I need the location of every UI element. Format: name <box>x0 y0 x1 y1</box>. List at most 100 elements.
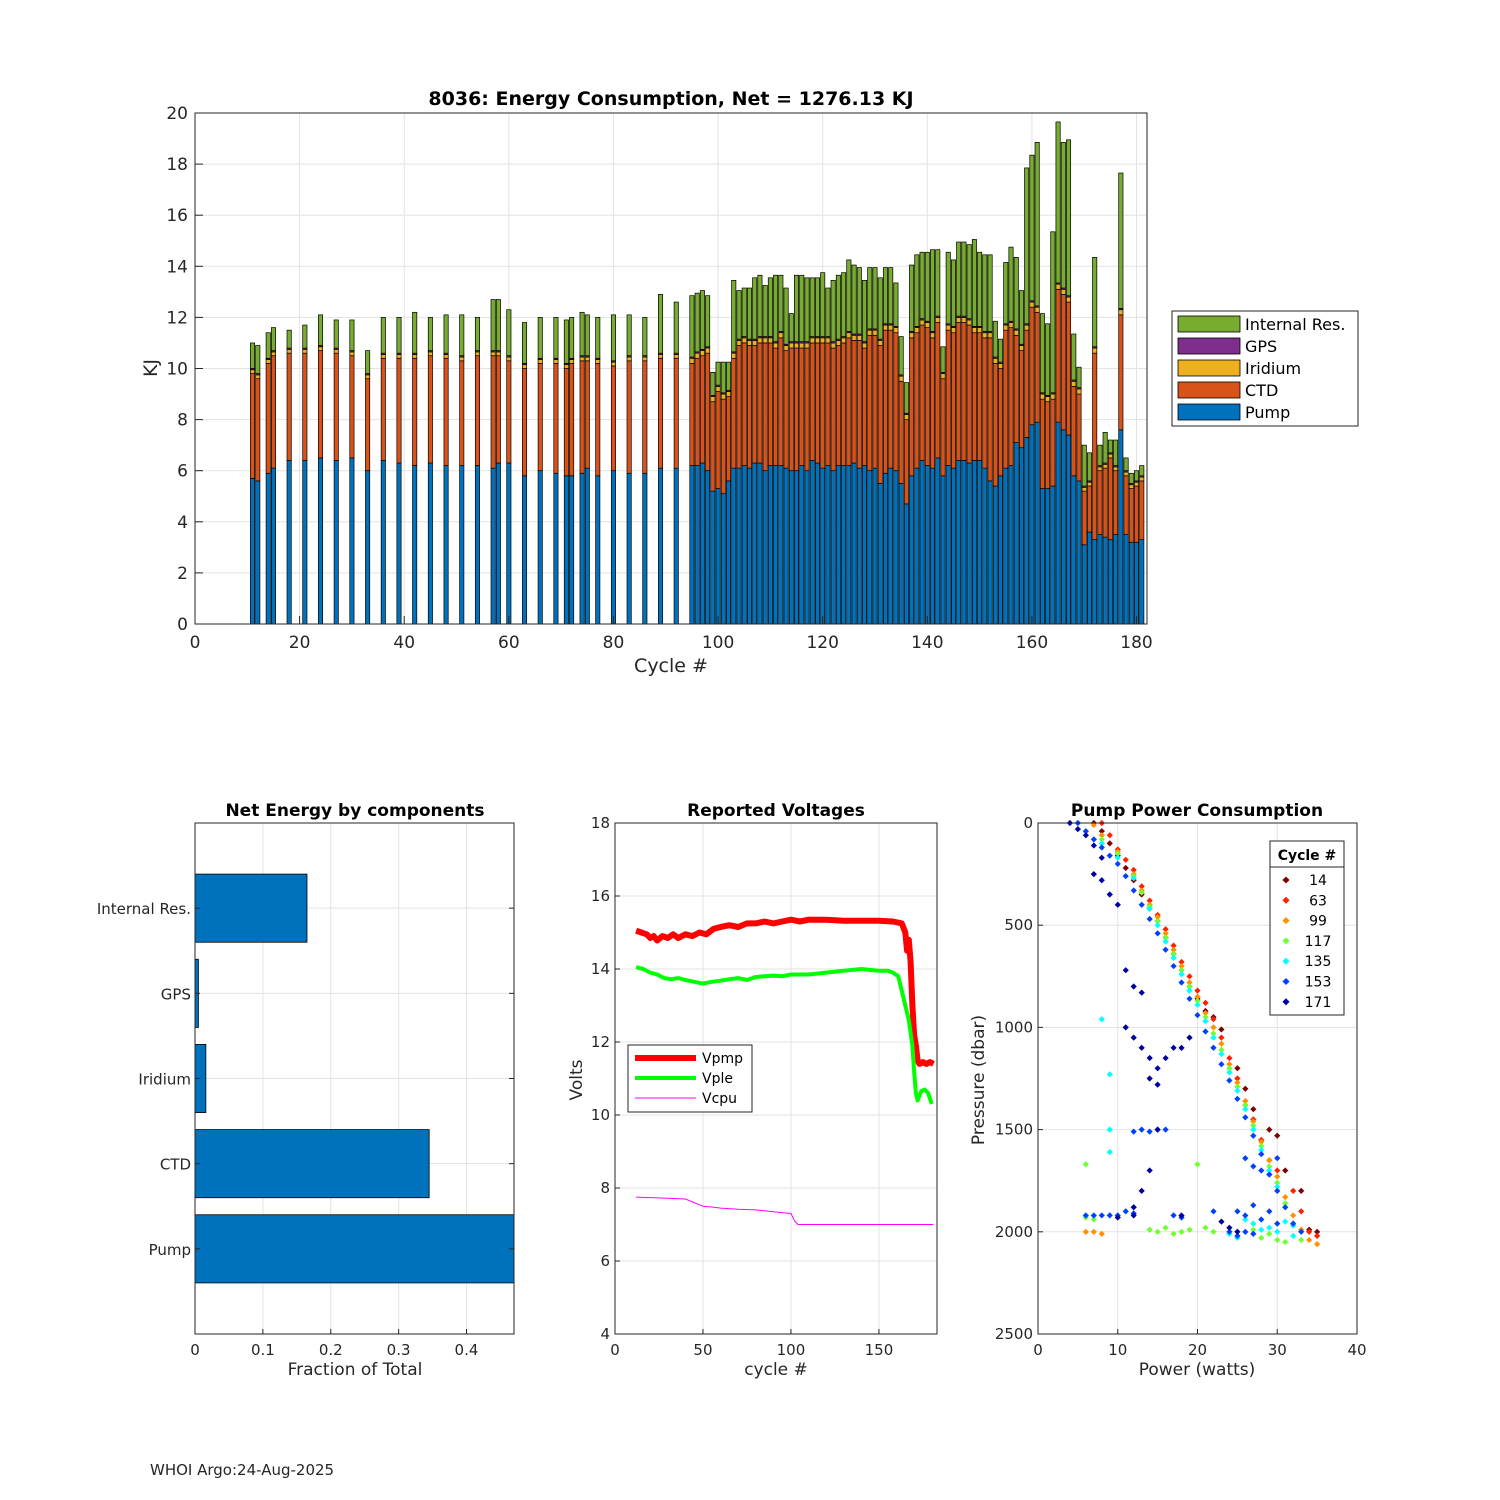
pump-power-point-cycle-99 <box>1170 946 1177 953</box>
energy-bar-pump <box>715 488 721 625</box>
energy-bar-ctd <box>825 342 831 466</box>
energy-bar-internal-res <box>1128 472 1134 484</box>
energy-bar-pump <box>830 470 836 625</box>
energy-bar-pump <box>982 467 988 625</box>
energy-bar-ctd <box>553 363 559 474</box>
energy-bar-pump <box>903 503 909 625</box>
pump-power-point-cycle-171 <box>1122 1024 1129 1031</box>
energy-ytick-label: 6 <box>177 462 188 482</box>
pump-power-point-cycle-171 <box>1122 967 1129 974</box>
energy-bar-ctd <box>909 337 915 477</box>
energy-bar-pump <box>689 465 695 625</box>
energy-bar-iridium <box>856 334 862 341</box>
pump-power-chart: 0 10 20 30 40 0 500 1000 1500 2000 2500 Pump Powe… <box>969 801 1367 1380</box>
energy-bar-iridium <box>579 356 585 362</box>
energy-bar-iridium <box>1081 486 1087 492</box>
pump-power-point-cycle-117 <box>1234 1083 1241 1090</box>
energy-bar-pump <box>250 478 256 625</box>
pump-power-point-cycle-135 <box>1282 1218 1289 1225</box>
pump-power-ytick-label: 2000 <box>995 1223 1033 1241</box>
energy-bar-pump <box>804 470 810 625</box>
energy-bar-pump <box>720 493 726 625</box>
pump-power-point-cycle-14 <box>1106 840 1113 847</box>
energy-bar-iridium <box>1134 481 1140 487</box>
energy-bar-internal-res <box>1050 231 1056 394</box>
voltages-ytick-label: 12 <box>591 1033 610 1051</box>
energy-bar-pump <box>658 467 664 625</box>
energy-bar-internal-res <box>726 361 732 391</box>
legend-label-internal-res: Internal Res. <box>1245 315 1345 334</box>
pump-power-legend-label: 63 <box>1309 893 1327 909</box>
energy-bar-ctd <box>349 355 355 459</box>
energy-bar-ctd <box>992 363 998 487</box>
energy-ytick-label: 10 <box>166 360 188 380</box>
pump-power-point-cycle-171 <box>1090 871 1097 878</box>
energy-bar-ctd <box>998 368 1004 477</box>
pump-power-point-cycle-153 <box>1226 1077 1233 1084</box>
energy-bar-iridium <box>1024 324 1030 331</box>
energy-bar-internal-res <box>506 309 512 357</box>
pump-power-point-cycle-153 <box>1098 1212 1105 1219</box>
energy-xtick-label: 180 <box>1120 633 1152 653</box>
energy-bar-pump <box>888 467 894 625</box>
energy-bar-iridium <box>950 327 956 334</box>
energy-bar-ctd <box>1039 398 1045 489</box>
energy-bar-pump <box>1055 421 1061 625</box>
energy-bar-iridium <box>705 347 711 354</box>
pump-power-xtick-label: 40 <box>1347 1341 1366 1359</box>
energy-bar-iridium <box>752 340 758 346</box>
energy-bar-iridium <box>1118 309 1124 316</box>
legend-swatch-pump <box>1177 403 1241 421</box>
energy-bar-internal-res <box>935 249 941 317</box>
energy-bar-iridium <box>427 351 433 357</box>
energy-bar-pump <box>1071 475 1077 625</box>
pump-power-legend-title: Cycle # <box>1278 848 1337 864</box>
voltages-ytick-label: 8 <box>600 1179 610 1197</box>
energy-bar-pump <box>835 465 841 625</box>
energy-bar-internal-res <box>783 287 789 345</box>
energy-bar-iridium <box>710 396 716 403</box>
energy-bar-internal-res <box>705 295 711 348</box>
energy-bar-pump <box>924 465 930 625</box>
pump-power-point-cycle-171 <box>1138 1044 1145 1051</box>
energy-bar-iridium <box>961 317 967 323</box>
pump-power-point-cycle-171 <box>1082 832 1089 839</box>
voltages-xtick-label: 50 <box>693 1341 712 1359</box>
pump-power-point-cycle-117 <box>1298 1236 1305 1244</box>
components-bar-pump <box>194 1214 515 1284</box>
energy-bar-ctd <box>982 337 988 469</box>
energy-bar-pump <box>490 467 496 625</box>
energy-bar-internal-res <box>746 287 752 340</box>
pump-power-point-cycle-171 <box>1154 1126 1161 1133</box>
energy-bar-ctd <box>286 352 292 461</box>
energy-bar-iridium <box>1050 393 1056 400</box>
energy-xtick-label: 100 <box>702 633 734 653</box>
energy-chart: 0 20 40 60 80 100 120 140 160 180 0 2 4 6 8 10 12 14 16 18… <box>140 88 1359 677</box>
pump-power-point-cycle-135 <box>1202 1018 1209 1025</box>
energy-bar-ctd <box>893 332 899 472</box>
pump-power-point-cycle-153 <box>1146 915 1153 923</box>
energy-bar-pump <box>302 460 308 625</box>
energy-bar-iridium <box>365 374 371 380</box>
energy-xtick-label: 20 <box>289 633 311 653</box>
energy-bar-ctd <box>940 378 946 477</box>
energy-bar-ctd <box>752 345 758 464</box>
energy-bar-iridium <box>658 354 664 359</box>
pump-power-point-cycle-117 <box>1186 983 1193 990</box>
energy-bar-iridium <box>893 327 899 334</box>
energy-bar-iridium <box>506 356 512 362</box>
pump-power-point-cycle-135 <box>1258 1146 1265 1154</box>
energy-bar-iridium <box>930 332 936 339</box>
pump-power-point-cycle-99 <box>1266 1157 1273 1164</box>
pump-power-point-cycle-117 <box>1226 1065 1233 1072</box>
energy-bar-ctd <box>898 380 904 484</box>
energy-bar-ctd <box>956 322 962 461</box>
energy-ytick-label: 16 <box>166 206 188 226</box>
energy-bar-pump <box>396 462 402 625</box>
energy-ytick-label: 20 <box>166 104 188 124</box>
energy-bar-internal-res <box>365 350 371 374</box>
pump-power-point-cycle-63 <box>1234 1075 1241 1082</box>
pump-power-point-cycle-63 <box>1298 1208 1305 1215</box>
pump-power-point-cycle-153 <box>1162 1126 1169 1133</box>
energy-bar-pump <box>610 470 616 625</box>
